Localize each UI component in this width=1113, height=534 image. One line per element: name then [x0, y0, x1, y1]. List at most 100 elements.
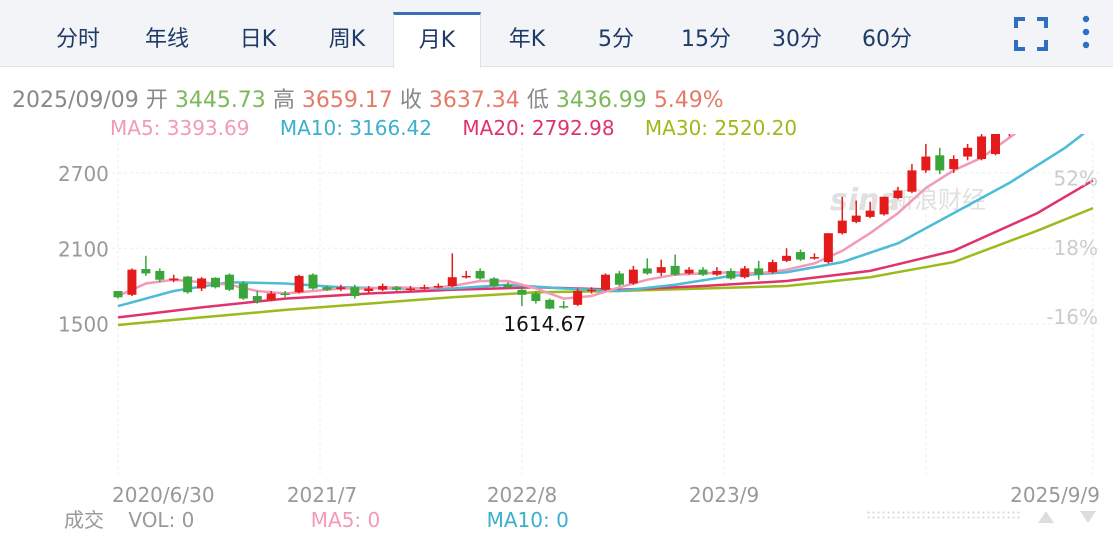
candle-body-22	[419, 287, 429, 289]
candle-body-53	[851, 215, 861, 222]
candle-47	[768, 259, 778, 274]
candle-body-27	[489, 278, 499, 286]
candle-body-37	[628, 269, 638, 284]
candle-body-60	[949, 159, 959, 170]
ma-legend: MA5: 3393.69 MA10: 3166.42 MA20: 2792.98…	[110, 116, 821, 140]
candle-28	[503, 282, 513, 289]
candle-body-5	[183, 276, 193, 293]
candle-44	[726, 268, 736, 280]
candle-body-9	[238, 283, 248, 299]
tab-9[interactable]: 60分	[862, 27, 912, 52]
scroll-up-icon[interactable]	[1037, 509, 1055, 528]
fullscreen-icon[interactable]	[1013, 16, 1049, 52]
candle-10	[252, 291, 262, 304]
candle-body-7	[211, 277, 220, 288]
candle-body-16	[336, 287, 346, 290]
candle-29	[517, 285, 527, 307]
candle-17	[350, 284, 360, 299]
vol-ma5: MA5: 0	[310, 508, 381, 532]
ohlc-info-line: 2025/09/09 开 3445.73 高 3659.17 收 3637.34…	[12, 82, 724, 114]
candle-36	[614, 270, 624, 286]
candle-body-20	[392, 287, 402, 290]
tab-4[interactable]: 月K	[393, 12, 481, 68]
candle-body-44	[726, 270, 736, 279]
candle-18	[364, 285, 374, 294]
tab-8[interactable]: 30分	[772, 27, 822, 52]
candle-body-10	[252, 296, 262, 302]
candle-23	[433, 283, 443, 289]
volume-scroll-area[interactable]	[866, 510, 1020, 520]
candle-35	[601, 273, 610, 292]
candle-body-61	[963, 147, 973, 157]
candle-body-18	[364, 288, 374, 292]
ma5-legend: MA5: 3393.69	[110, 116, 250, 140]
tab-3[interactable]: 周K	[328, 27, 366, 52]
candle-body-34	[587, 289, 597, 292]
candle-body-33	[573, 291, 583, 305]
candle-body-49	[796, 252, 805, 260]
candle-body-52	[837, 220, 847, 234]
candle-body-63	[991, 134, 1000, 155]
candle-14	[308, 273, 318, 290]
kline-chart[interactable]: sina 新浪财经 15002100270033003900-16%18%52%…	[0, 134, 1113, 534]
tab-0[interactable]: 分时	[55, 27, 100, 52]
x-tick-4: 2025/9/9	[1010, 483, 1100, 507]
tab-6[interactable]: 5分	[598, 27, 634, 52]
candle-56	[893, 186, 903, 200]
candle-body-59	[935, 155, 945, 171]
tab-2[interactable]: 日K	[239, 27, 277, 52]
candle-body-15	[322, 287, 332, 290]
tab-7[interactable]: 15分	[681, 27, 731, 52]
candle-body-51	[823, 233, 833, 263]
high-value: 3659.17	[301, 88, 393, 113]
candle-body-23	[433, 285, 443, 288]
change-value: 5.49%	[653, 88, 724, 113]
candle-body-46	[754, 268, 764, 275]
high-label: 高	[272, 88, 295, 113]
scroll-down-icon[interactable]	[1079, 509, 1097, 528]
candle-body-36	[614, 273, 624, 285]
candle-3	[155, 268, 165, 283]
candle-37	[628, 265, 638, 285]
candle-body-25	[461, 275, 471, 278]
candle-body-19	[378, 285, 388, 290]
ma10-line	[117, 134, 1086, 308]
close-label: 收	[399, 88, 422, 113]
more-menu-icon[interactable]	[1078, 14, 1094, 52]
candle-2	[141, 255, 151, 276]
volume-label: 成交	[64, 508, 104, 532]
y-tick-2: 2700	[58, 162, 109, 186]
candle-body-1	[127, 269, 137, 295]
candle-body-26	[475, 270, 485, 279]
candle-49	[796, 249, 805, 261]
candle-body-62	[977, 136, 987, 160]
x-tick-3: 2023/9	[689, 483, 759, 507]
candle-body-50	[809, 257, 819, 259]
candle-body-35	[601, 274, 610, 290]
candle-body-28	[503, 284, 513, 288]
tab-1[interactable]: 年线	[144, 27, 189, 52]
candle-11	[266, 291, 276, 302]
candle-63	[991, 134, 1000, 156]
candle-body-45	[740, 268, 750, 278]
candle-57	[907, 164, 917, 193]
pct-tick-1: 18%	[1054, 236, 1098, 260]
candle-53	[851, 200, 861, 224]
tab-5[interactable]: 年K	[508, 27, 546, 52]
info-date: 2025/09/09	[12, 88, 139, 113]
x-tick-2: 2022/8	[487, 483, 557, 507]
candle-21	[406, 285, 415, 292]
ma20-legend: MA20: 2792.98	[462, 116, 615, 140]
candle-body-12	[280, 293, 290, 296]
candle-30	[531, 291, 541, 304]
low-value: 3436.99	[555, 88, 647, 113]
candle-15	[322, 285, 332, 292]
candle-62	[977, 134, 987, 161]
close-value: 3637.34	[428, 88, 520, 113]
candle-45	[740, 265, 750, 279]
candle-13	[294, 274, 304, 294]
candle-6	[197, 277, 207, 292]
candle-20	[392, 285, 402, 292]
open-label: 开	[145, 88, 168, 113]
candle-body-4	[169, 278, 179, 281]
